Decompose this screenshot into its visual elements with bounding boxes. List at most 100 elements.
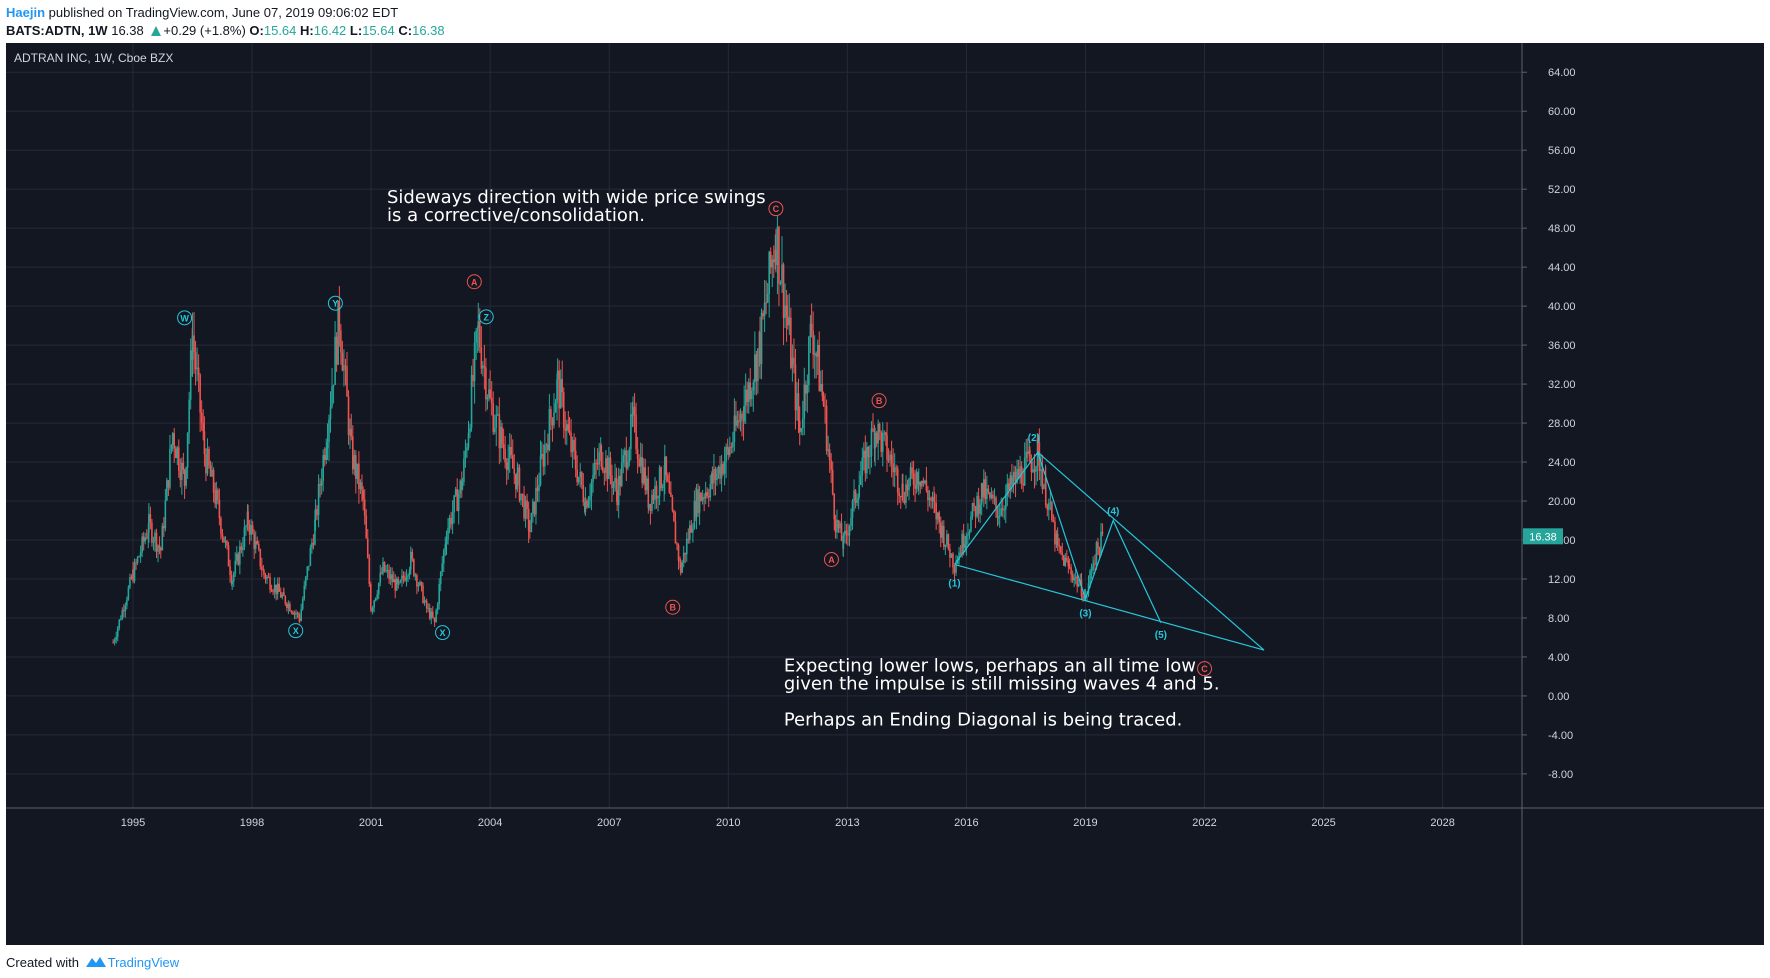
candle-body [911,467,913,474]
candle-body [193,335,195,353]
candle-body [237,553,240,565]
candle-body [366,538,369,558]
candle-body [833,494,836,520]
candle-body [697,489,699,513]
candle-body [269,577,271,590]
candle-body [331,386,333,407]
candle-body [1061,552,1064,556]
candle-body [830,460,832,470]
candle-body [707,495,710,498]
publish-text: published on TradingView.com, June 07, 2… [45,5,399,20]
candle-body [896,468,899,493]
candle-body [349,428,351,436]
candle-body [757,348,759,382]
candle-body [970,516,972,532]
annotation-text: Sideways direction with wide price swing… [387,187,766,226]
author-link[interactable]: Haejin [6,5,46,20]
candle-body [587,500,590,508]
candle-body [722,463,724,474]
candle-body [363,499,366,516]
candle-body [788,317,791,326]
candle-body [513,468,516,474]
candle-body [611,475,613,488]
candle-body [619,475,622,486]
candle-body [869,456,871,458]
candle-body [502,444,505,449]
candle-body [1054,521,1056,545]
chart-header: Haejin published on TradingView.com, Jun… [6,4,1764,42]
candle-body [576,469,578,483]
wave-label: X [440,628,446,638]
price-chart[interactable]: W X Y X A Z B C A B (1) (2) (3) (4) (5) C Sideways dire… [6,43,1764,945]
candle-body [834,519,837,533]
candle-body [744,389,747,406]
candle-body [635,414,637,450]
candle-body [399,580,402,583]
candle-body [544,445,546,467]
candle-body [903,499,906,503]
candle-body [962,533,965,548]
candle-body [797,393,800,421]
candle-body [167,480,170,488]
candle-body [872,428,874,431]
candle-body [973,502,975,507]
tradingview-link[interactable]: TradingView [107,955,180,970]
candle-body [917,472,919,485]
candle-body [998,515,1001,517]
candle-body [1073,577,1075,581]
candle-body [166,480,168,501]
candle-body [947,534,950,549]
candle-body [218,499,221,519]
candle-body [121,610,124,620]
candle-body [1003,509,1006,511]
candle-body [135,562,137,564]
candle-body [127,587,130,600]
candle-body [681,562,683,573]
candle-body [186,432,189,468]
candle-body [735,415,737,426]
candle-body [496,414,499,416]
candle-body [660,467,662,489]
x-tick-label: 2019 [1073,817,1097,829]
wave-labels: W X Y X A Z B C A B (1) (2) (3) (4) (5) C [177,201,1213,677]
candle-body [1026,451,1029,454]
candle-body [997,516,999,519]
candle-body [239,546,241,565]
candle-body [163,525,165,529]
candle-body [630,414,632,449]
candle-body [386,569,389,571]
up-arrow-icon [151,26,162,36]
candle-body [489,389,491,398]
chart-area[interactable]: W X Y X A Z B C A B (1) (2) (3) (4) (5) C Sideways dire… [6,43,1764,945]
candle-body [719,466,721,479]
candle-body [427,607,429,609]
candle-body [188,399,190,433]
wave-label-circle [768,201,784,217]
candle-body [323,455,326,460]
candle-body [230,575,233,584]
candle-body [880,431,883,452]
candle-body [778,226,780,284]
candle-body [328,419,330,443]
candle-body [414,575,417,577]
candle-body [609,457,612,476]
candle-body [371,607,374,612]
candle-body [1017,468,1020,478]
candle-body [914,484,916,489]
candle-body [931,497,934,501]
candle-body [359,482,362,490]
candle-body [341,352,344,371]
wave-lines [954,451,1265,651]
candle-body [407,575,409,577]
candle-body [805,384,807,394]
candle-body [259,549,262,567]
candle-body [749,382,752,400]
footer: Created with TradingView [6,952,606,974]
candle-body [993,497,996,499]
candle-body [606,458,609,480]
candle-body [164,500,167,529]
candle-body [508,447,511,459]
candle-body [227,545,230,567]
candle-body [425,601,428,609]
candle-body [890,454,893,464]
